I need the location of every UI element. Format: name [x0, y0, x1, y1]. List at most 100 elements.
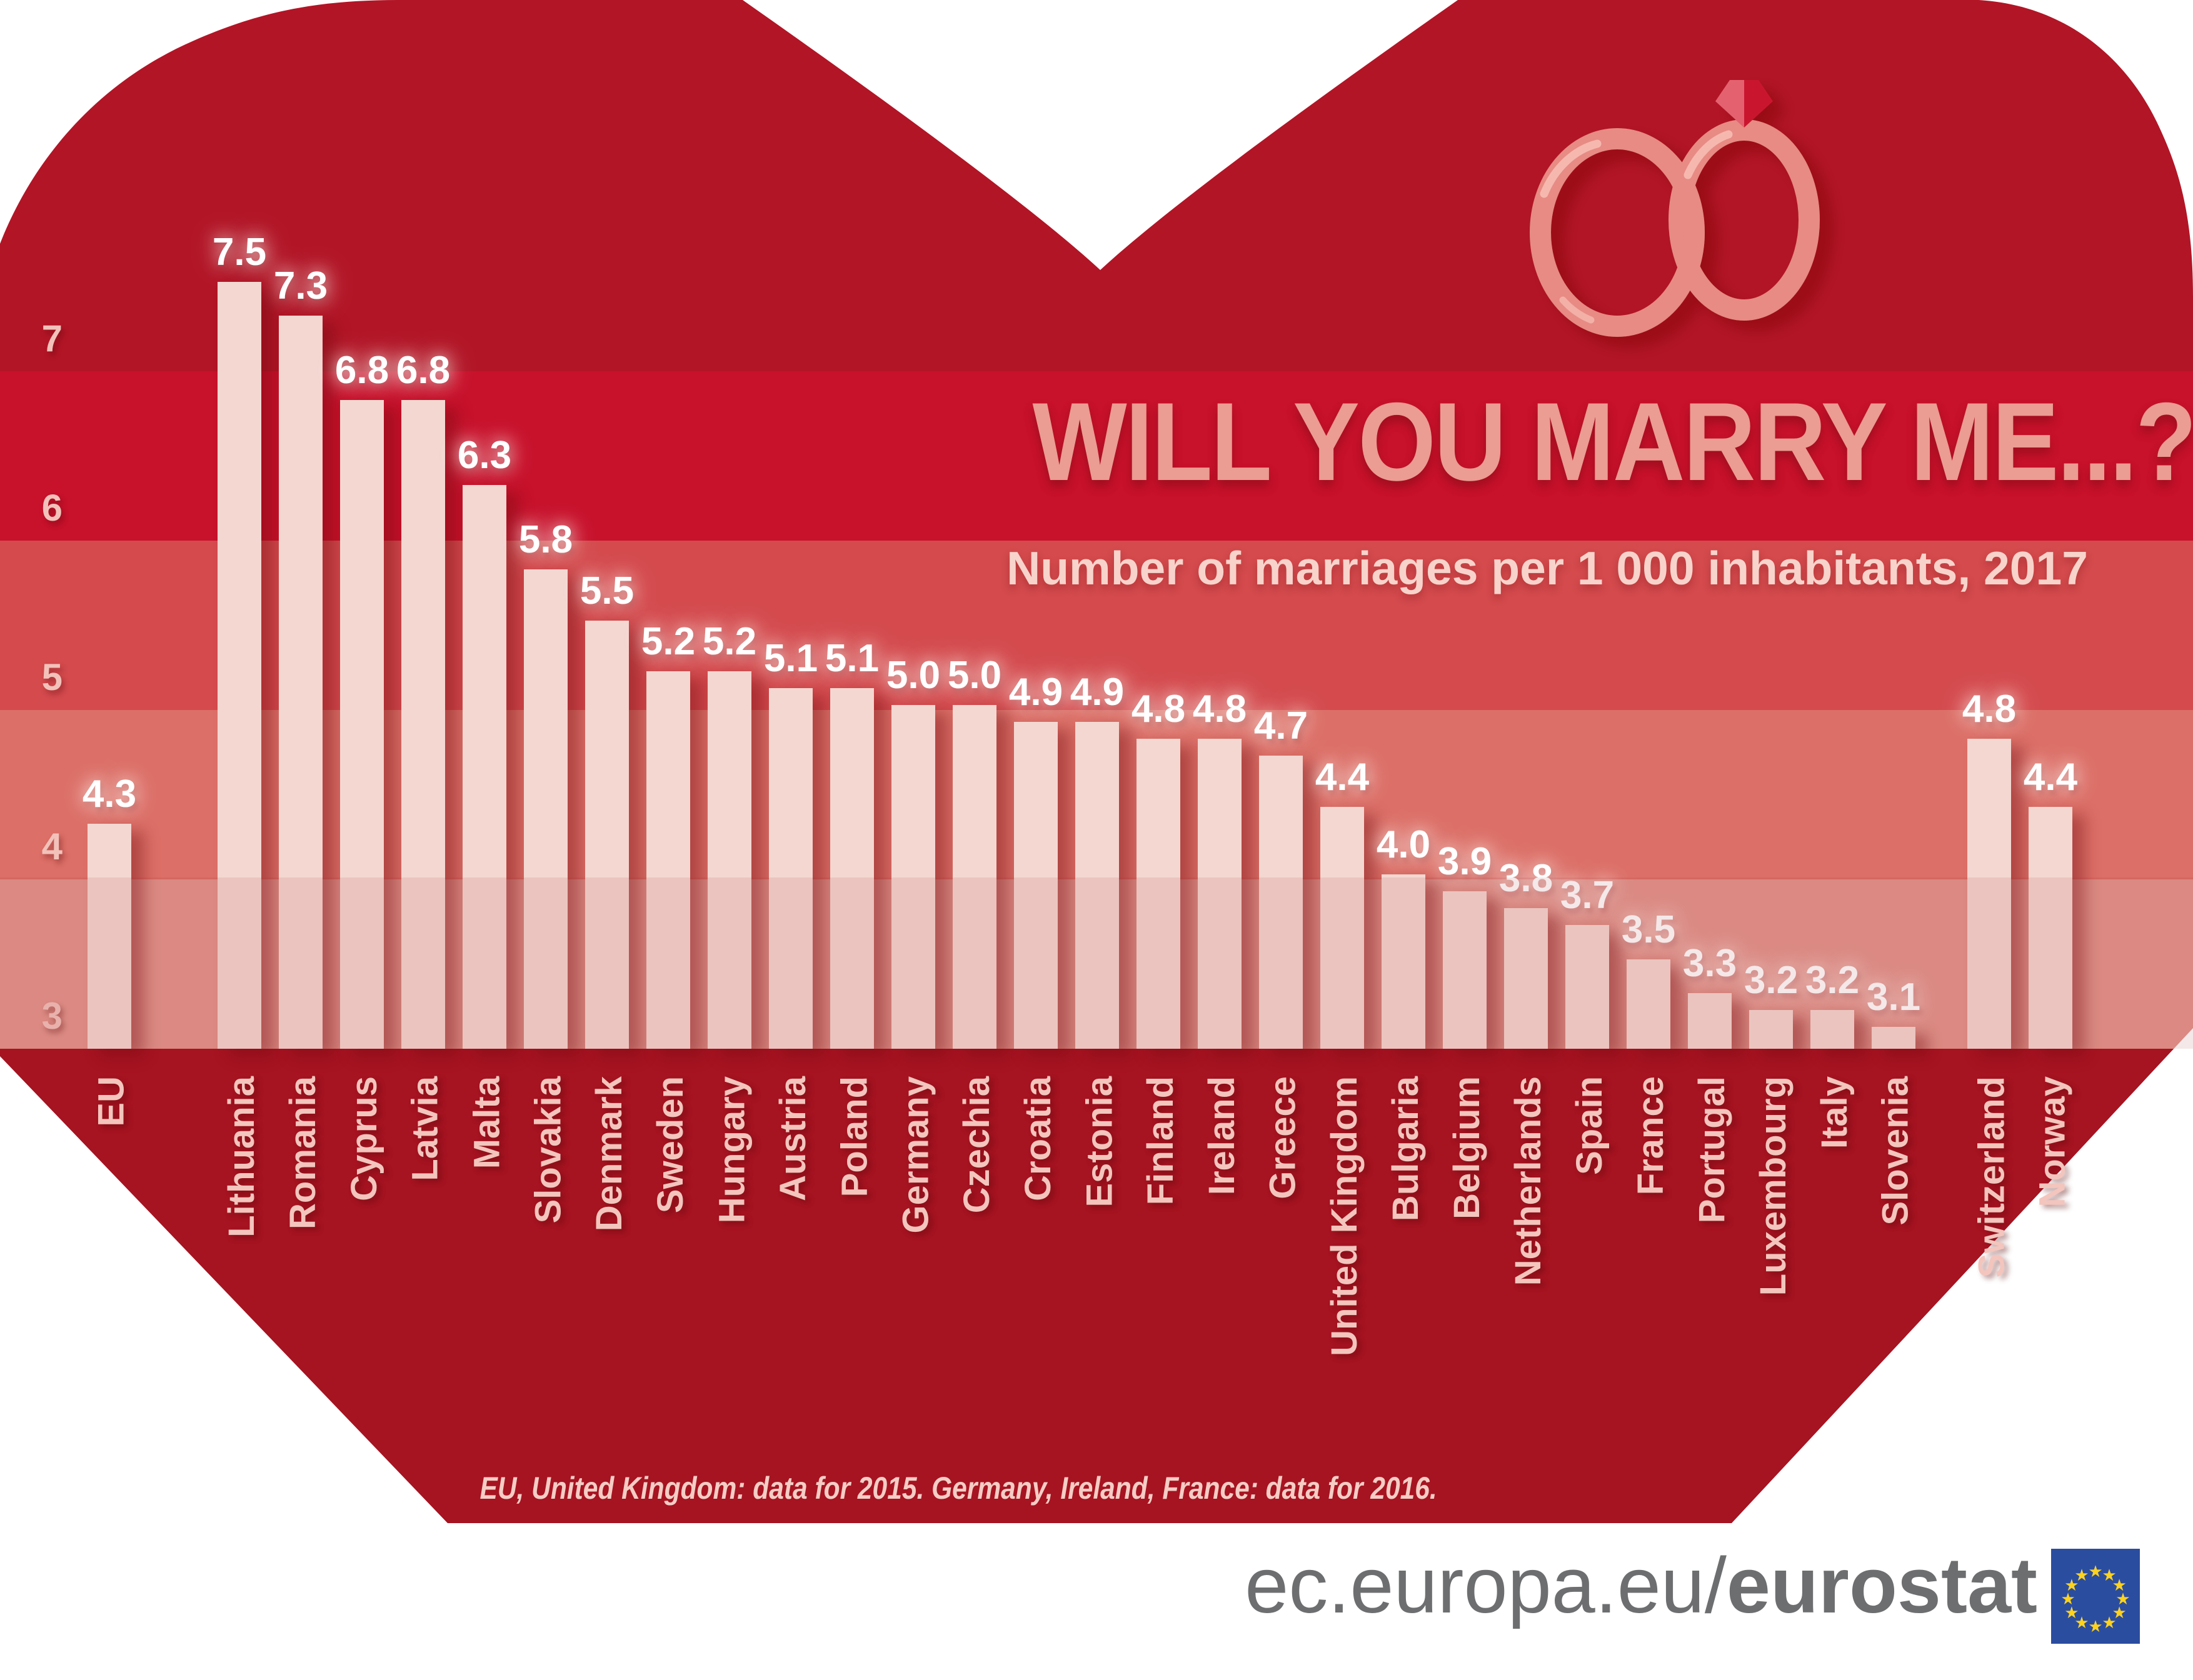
- value-label: 4.7: [1253, 704, 1308, 748]
- y-tick-label: 6: [41, 487, 63, 529]
- bar: 5.0 Czechia: [948, 656, 1001, 1214]
- flag-star-icon: ★: [2112, 1576, 2126, 1594]
- y-tick-label: 4: [41, 826, 63, 868]
- chart-subtitle: Number of marriages per 1 000 inhabitant…: [1006, 542, 2088, 594]
- bar: 6.8 Latvia: [396, 351, 450, 1181]
- country-label: Cyprus: [344, 1076, 384, 1201]
- bar: 4.0 Bulgaria: [1377, 826, 1430, 1222]
- logo-url-bold: eurostat: [1726, 1541, 2037, 1629]
- country-label: Latvia: [405, 1076, 446, 1181]
- wedding-rings-icon: [1530, 80, 1820, 337]
- y-axis: 7 6 5 4 3: [0, 0, 75, 1049]
- country-label: Ireland: [1202, 1076, 1242, 1196]
- y-tick-label: 5: [41, 656, 63, 698]
- country-label: France: [1630, 1076, 1671, 1196]
- bar: 6.8 Cyprus: [335, 351, 389, 1201]
- flag-star-icon: ★: [2074, 1613, 2089, 1632]
- value-label: 5.1: [763, 636, 818, 680]
- eu-flag-icon: ★★★★★★★★★★★★: [2051, 1549, 2140, 1644]
- bar: 3.7 Spain: [1560, 876, 1614, 1175]
- value-label: 4.9: [1008, 671, 1063, 714]
- country-label: Bulgaria: [1385, 1076, 1426, 1222]
- country-label: Finland: [1140, 1076, 1181, 1206]
- bar: 5.5 Denmark: [580, 571, 634, 1231]
- bar: 3.2 Italy: [1805, 961, 1859, 1149]
- country-label: Romania: [283, 1076, 323, 1229]
- bar: 4.4 United Kingdom: [1315, 758, 1369, 1356]
- value-label: 6.8: [396, 349, 451, 392]
- value-label: 3.9: [1437, 840, 1492, 884]
- value-label: 3.5: [1621, 908, 1676, 951]
- flag-star-icon: ★: [2060, 1589, 2075, 1608]
- country-label: Austria: [773, 1076, 813, 1201]
- flag-star-icon: ★: [2102, 1613, 2116, 1632]
- value-label: 6.3: [457, 433, 512, 477]
- country-label: Lithuania: [221, 1076, 262, 1238]
- bar: 5.2 Sweden: [641, 622, 695, 1213]
- country-label: Croatia: [1018, 1076, 1058, 1201]
- country-label: Netherlands: [1508, 1076, 1548, 1286]
- country-label: Luxembourg: [1753, 1076, 1794, 1296]
- chart-title: WILL YOU MARRY ME...?: [1032, 379, 2193, 504]
- value-label: 6.8: [334, 349, 389, 392]
- value-label: 4.8: [1962, 688, 2017, 731]
- value-label: 5.2: [641, 619, 696, 663]
- bar: 3.5 France: [1622, 910, 1675, 1195]
- value-label: 7.3: [273, 264, 328, 308]
- flag-star-icon: ★: [2064, 1603, 2079, 1622]
- logo-url-prefix: ec.europa.eu/: [1245, 1541, 1727, 1629]
- flag-field: [2051, 1549, 2140, 1644]
- value-label: 3.7: [1560, 874, 1615, 918]
- flag-star-icon: ★: [2112, 1603, 2126, 1622]
- bar: 4.3 EU: [83, 774, 136, 1126]
- value-label: 7.5: [212, 230, 267, 274]
- bar: 4.9 Estonia: [1070, 673, 1124, 1208]
- country-label: Belgium: [1447, 1076, 1487, 1219]
- bar: 4.8 Switzerland: [1962, 690, 2016, 1278]
- bar: 3.8 Netherlands: [1499, 859, 1553, 1286]
- y-tick-label: 3: [41, 995, 63, 1037]
- value-label: 4.0: [1376, 823, 1431, 866]
- country-label: Malta: [466, 1076, 507, 1169]
- ring-right-highlight: [1684, 130, 1733, 179]
- country-label: Denmark: [589, 1076, 630, 1232]
- country-label: Estonia: [1079, 1076, 1120, 1208]
- bar: 6.3 Malta: [458, 436, 511, 1169]
- value-label: 3.1: [1866, 975, 1921, 1019]
- value-label: 4.8: [1131, 688, 1186, 731]
- country-label: Germany: [895, 1076, 936, 1234]
- footnote: EU, United Kingdom: data for 2015. Germa…: [479, 1471, 1437, 1506]
- country-label: Spain: [1569, 1076, 1610, 1175]
- ring-left: [1530, 128, 1705, 337]
- value-label: 3.2: [1744, 958, 1799, 1002]
- eurostat-logo: ec.europa.eu/eurostat ★ ★ ★ ★ ★ ★ ★ ★ ★ ★ ★ ★: [1245, 1542, 2140, 1644]
- value-label: 3.8: [1498, 857, 1553, 901]
- bar: 3.3 Portugal: [1683, 944, 1737, 1223]
- value-label: 4.4: [1315, 755, 1370, 799]
- bar: 3.2 Luxembourg: [1744, 961, 1798, 1296]
- flag-star-icon: ★: [2088, 1617, 2102, 1636]
- country-label: Hungary: [711, 1076, 752, 1224]
- country-label: Slovakia: [528, 1076, 568, 1224]
- bar: 4.8 Ireland: [1193, 690, 1247, 1195]
- country-label: Poland: [834, 1076, 875, 1198]
- country-label: Norway: [2032, 1076, 2073, 1208]
- country-label: Slovenia: [1875, 1076, 1916, 1226]
- flag-star-icon: ★: [2115, 1589, 2130, 1608]
- country-label: EU: [91, 1076, 132, 1127]
- bar: 4.7 Greece: [1254, 707, 1308, 1199]
- value-label: 5.1: [825, 636, 880, 680]
- bar: 7.3 Romania: [274, 266, 328, 1229]
- flag-star-icon: ★: [2102, 1566, 2116, 1584]
- value-label: 5.0: [947, 654, 1002, 697]
- value-label: 3.3: [1682, 941, 1737, 985]
- country-label: United Kingdom: [1324, 1076, 1365, 1356]
- bar: 4.4 Norway: [2024, 758, 2077, 1207]
- value-label: 5.2: [702, 619, 757, 663]
- value-label: 4.4: [2023, 755, 2078, 799]
- bar: 5.0 Germany: [886, 656, 940, 1234]
- bar: 5.8 Slovakia: [519, 521, 573, 1224]
- bar: 3.1 Slovenia: [1867, 978, 1920, 1225]
- bar: 5.1 Austria: [764, 639, 818, 1201]
